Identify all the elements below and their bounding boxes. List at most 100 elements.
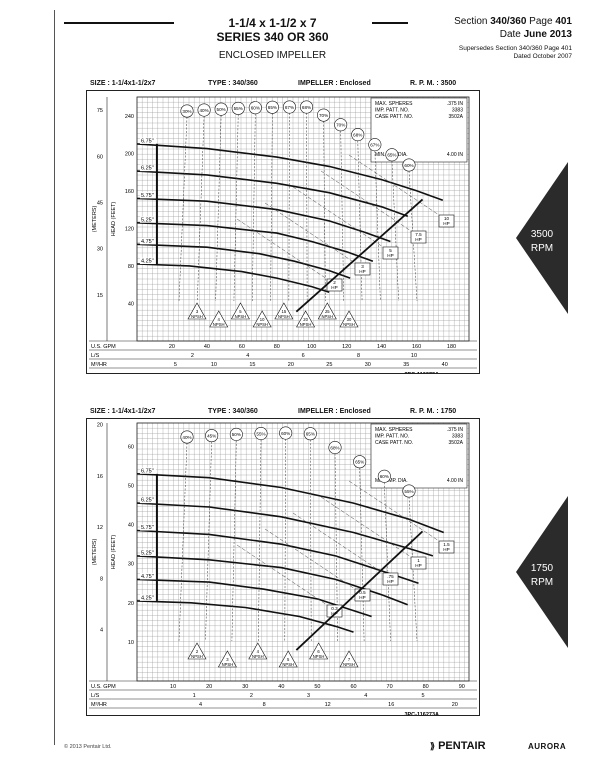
chart1-hp-unit: HP (415, 237, 421, 242)
chart2-ylabel: HEAD (FEET) (111, 535, 117, 570)
chart1-curve-label: 4.75" (141, 239, 154, 245)
chart2-hp-line (348, 480, 440, 542)
chart2-svg: MAX. SPHERES .375 IN IMP. PATT. NO. 3383 CAS… (89, 423, 477, 718)
chart1-ylabel-m: (METERS) (92, 206, 98, 233)
chart1-eff-label: 65% (268, 105, 277, 110)
chart1-npsh-value: 10 (260, 317, 265, 322)
chart1-eff-line (340, 130, 345, 302)
chart2-min-imp-key: MIN. IMP. DIA. (375, 478, 408, 484)
rpm-tab-3500-top: 3500 (530, 229, 554, 240)
chart1-hp-line (292, 186, 384, 248)
chart1-ls-tick: 6 (302, 353, 305, 359)
chart1-m3-tick: 30 (365, 362, 371, 368)
chart1-svg: MAX. SPHERES .375 IN IMP. PATT. NO. 3383 CAS… (89, 96, 477, 378)
chart1-eff-label: 40% (199, 108, 208, 113)
chart2-hp-line (236, 544, 328, 606)
chart1-curve-label: 5.75" (141, 193, 154, 199)
chart1-ytick: 80 (128, 264, 134, 270)
chart1-npsh-unit: NPSH (321, 314, 333, 319)
chart2-eff-label: 68% (330, 445, 339, 450)
chart2-curve-4 (136, 578, 372, 618)
chart2-npsh-triangle (187, 642, 207, 660)
chart2-impeller: IMPELLER : Enclosed (298, 408, 371, 415)
chart2-eff-line (205, 441, 212, 642)
chart2-npsh-unit: NPSH (343, 662, 355, 667)
chart1-eff-line (408, 170, 418, 302)
chart1-hp-value: 10 (444, 216, 450, 221)
chart1-eff-line (323, 121, 326, 302)
rpm-tab-3500-bottom: RPM (530, 243, 554, 254)
section-info: Section 340/360 Page 401 (400, 16, 572, 28)
chart1-meter-tick: 30 (97, 247, 103, 253)
chart1-npsh-value: 25 (325, 309, 330, 314)
page-title-line1: 1-1/4 x 1-1/2 x 7 (228, 16, 317, 30)
chart1-xtick: 80 (274, 344, 280, 350)
chart2-m3-tick: 12 (325, 702, 331, 708)
chart1-curve-label-bg (140, 164, 156, 172)
chart2-hp-line (292, 512, 384, 574)
chart2-npsh-value: 2 (196, 649, 199, 654)
chart1-info-val: 3502A (449, 114, 464, 120)
chart2-xtick: 60 (350, 684, 356, 690)
chart1-curve-2 (136, 197, 391, 243)
chart2-rpm: R. P. M. : 1750 (410, 408, 457, 415)
chart1-xtick: 140 (377, 344, 386, 350)
chart2-curve-label: 6.25" (141, 498, 154, 504)
chart2-curve-label-bg (140, 467, 156, 474)
chart2-npsh-unit: NPSH (252, 654, 264, 659)
chart2-eff-line (359, 467, 365, 642)
chart2-hp-unit: HP (387, 579, 393, 584)
chart2-npsh-unit: NPSH (191, 654, 203, 659)
chart2-hp-value: 1.5 (443, 542, 450, 547)
chart1-xlabel-m3: M³/HR (91, 362, 107, 368)
chart1-meter-tick: 75 (97, 108, 103, 114)
chart1-hp-unit: HP (331, 285, 337, 290)
chart1-curve-label-bg (140, 137, 156, 144)
chart2-ls-tick: 4 (364, 693, 367, 699)
chart2-npsh-value: 4 (257, 649, 260, 654)
chart2-curve-label: 5.75" (141, 525, 154, 531)
chart1-drawing-no: 3PC-116272A (404, 372, 439, 373)
chart1-hp-box (354, 262, 371, 276)
chart1-curve-label: 5.25" (141, 217, 154, 223)
chart2-npsh-triangle (217, 650, 237, 668)
chart1-eff-label: 60% (404, 163, 413, 168)
chart1-xtick: 40 (204, 344, 210, 350)
page-value: 401 (555, 16, 572, 27)
chart1-info-val: .375 IN (447, 101, 464, 107)
chart1-npsh-triangle (209, 310, 229, 328)
chart1-curve-label: 6.75" (141, 138, 154, 144)
chart2-eff-label: 60% (380, 474, 389, 479)
chart2-ytick: 10 (128, 640, 134, 646)
chart1-xlabel-ls: L/S (91, 353, 100, 359)
chart1-hp-value: 3 (361, 264, 364, 269)
chart1-eff-line (233, 114, 239, 302)
rpm-tab-3500 (516, 162, 568, 314)
chart2-ytick: 50 (128, 484, 134, 490)
supersedes-line1: Supersedes Section 340/360 Page 401 (458, 45, 572, 52)
chart2-eff-label: 65% (306, 432, 315, 437)
brand-pentair: PENTAIR (438, 740, 486, 752)
chart2-min-imp-val: 4.00 IN (447, 478, 464, 484)
chart2-hp-box (326, 604, 343, 618)
chart1-curve-label: 6.25" (141, 166, 154, 172)
chart1-meter-tick: 60 (97, 154, 103, 160)
rpm-tab-1750 (516, 496, 568, 648)
chart2-ls-tick: 1 (193, 693, 196, 699)
chart1-npsh-unit: NPSH (191, 314, 203, 319)
chart2-bep-line (295, 530, 424, 651)
chart1-meter-tick: 15 (97, 293, 103, 299)
chart1-bep-line (295, 198, 424, 313)
chart2-xtick: 10 (170, 684, 176, 690)
chart1-eff-line (178, 116, 188, 302)
chart1-npsh-unit: NPSH (235, 314, 247, 319)
chart1-m3-tick: 15 (249, 362, 255, 368)
chart1-hp-box (438, 214, 455, 228)
chart1-hp-box (382, 246, 399, 260)
chart1-curve-label: 4.25" (141, 259, 154, 265)
chart2-meter-tick: 4 (100, 628, 103, 634)
chart2-info-val: .375 IN (447, 427, 464, 433)
chart2-m3-tick: 4 (199, 702, 202, 708)
chart2-curve-label: 6.75" (141, 468, 154, 474)
chart2-npsh-unit: NPSH (313, 654, 325, 659)
